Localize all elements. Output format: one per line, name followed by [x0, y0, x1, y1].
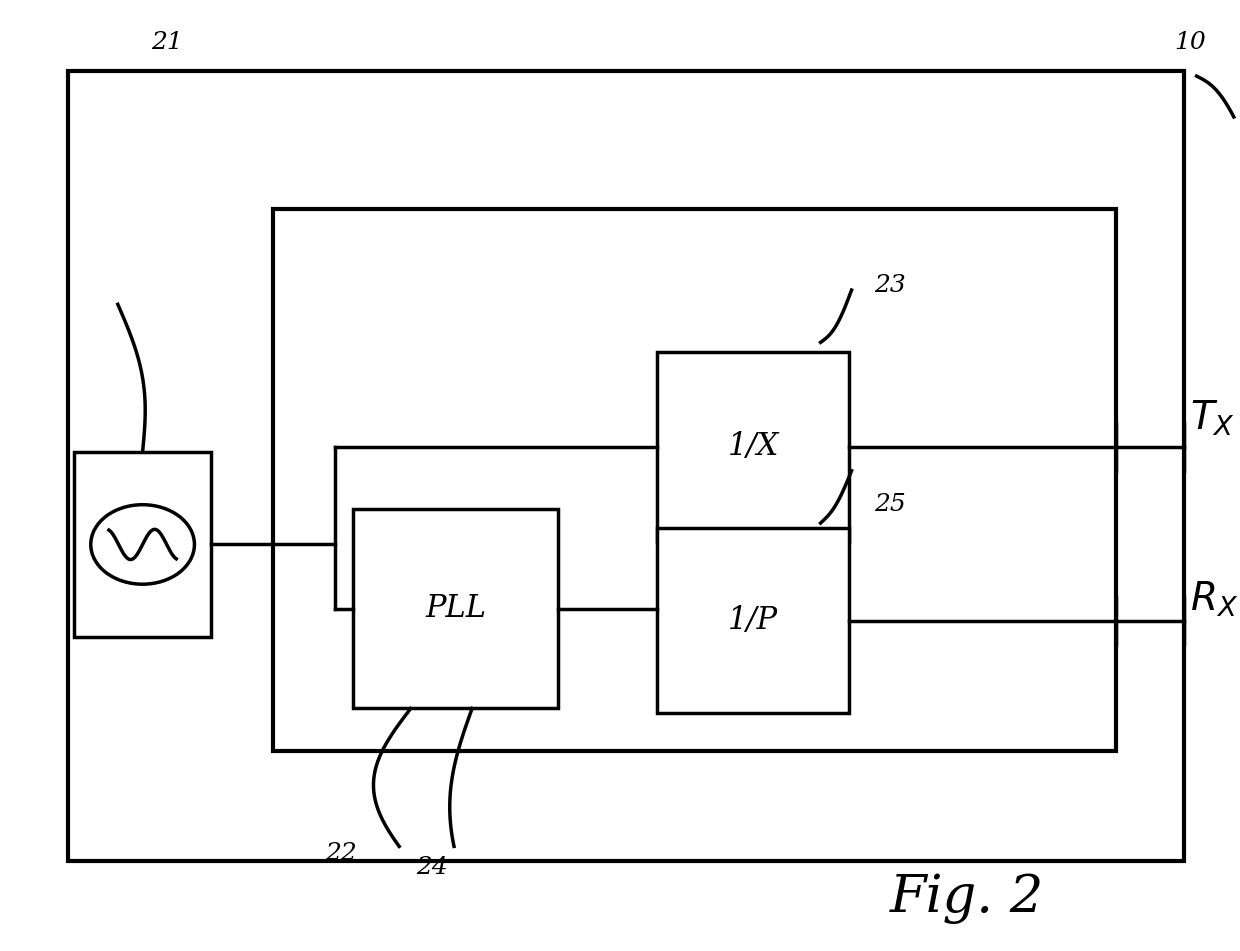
- Text: 24: 24: [415, 856, 448, 879]
- Bar: [74, 452, 211, 637]
- Text: 22: 22: [325, 843, 357, 865]
- Text: $T_X$: $T_X$: [1190, 398, 1235, 438]
- Text: Fig. 2: Fig. 2: [890, 873, 1044, 924]
- Bar: [353, 509, 558, 708]
- Text: 21: 21: [151, 31, 184, 54]
- Bar: [273, 209, 1116, 751]
- Bar: [657, 352, 849, 542]
- Bar: [657, 528, 849, 713]
- Text: PLL: PLL: [425, 593, 486, 624]
- Text: $R_X$: $R_X$: [1190, 579, 1239, 619]
- Text: 23: 23: [874, 274, 906, 297]
- Text: 1/X: 1/X: [728, 432, 779, 462]
- Text: 1/P: 1/P: [728, 605, 779, 636]
- Text: 10: 10: [1174, 31, 1207, 54]
- Bar: [68, 71, 1184, 861]
- Text: 25: 25: [874, 493, 906, 515]
